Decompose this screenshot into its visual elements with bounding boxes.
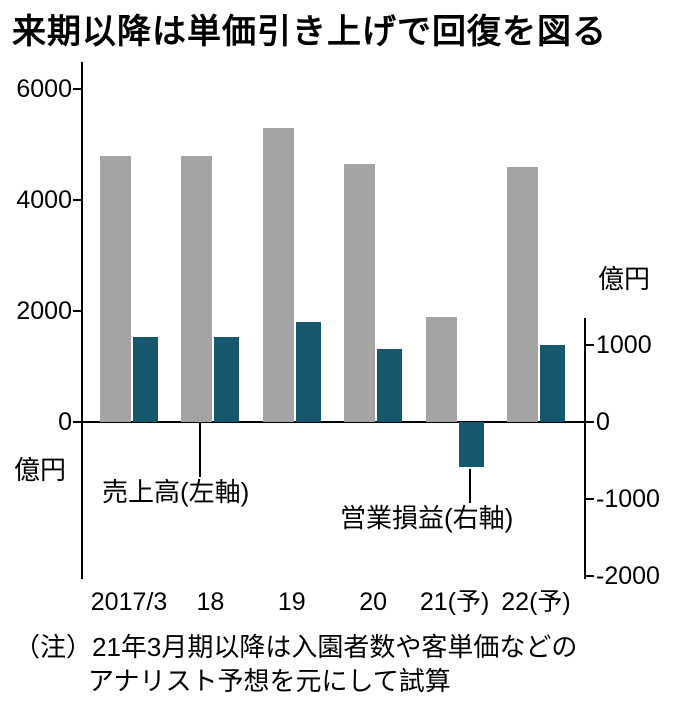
right-axis-unit-label: 億円	[598, 264, 651, 294]
right-axis-tick-label--1000: -1000	[596, 485, 660, 513]
bar-sales-2017/3	[100, 155, 131, 422]
footnote-line2: アナリスト予想を元にして試算	[88, 666, 451, 696]
sales-callout-line	[199, 423, 201, 477]
category-label-20: 20	[359, 588, 388, 616]
bar-sales-20	[344, 163, 376, 422]
category-label-18: 18	[196, 588, 225, 616]
right-axis-tick-label--2000: -2000	[596, 562, 660, 590]
category-label-21(予): 21(予)	[419, 588, 490, 616]
left-axis-tick-label-0: 0	[58, 408, 72, 436]
left-axis-tick-2000	[73, 310, 82, 312]
right-axis-tick-0	[585, 421, 594, 423]
bar-sales-22(予)	[507, 166, 538, 422]
right-axis-tick-1000	[585, 344, 594, 346]
bar-profit-2017/3	[133, 337, 158, 422]
bar-sales-18	[181, 155, 213, 422]
bar-profit-22(予)	[540, 345, 565, 422]
right-axis-tick-label-0: 0	[596, 408, 610, 436]
footnote: （注）21年3月期以降は入園者数や客単価などの アナリスト予想を元にして試算	[14, 630, 577, 698]
left-axis-tick-label-2000: 2000	[16, 297, 72, 325]
bar-sales-19	[262, 127, 294, 422]
footnote-line1: （注）21年3月期以降は入園者数や客単価などの	[14, 632, 578, 662]
bar-profit-18	[214, 337, 240, 422]
bar-profit-20	[377, 348, 403, 422]
category-label-19: 19	[277, 588, 306, 616]
right-axis-tick--2000	[585, 575, 594, 577]
left-axis-line	[81, 62, 83, 579]
sales-series-label: 売上高(左軸)	[102, 477, 250, 507]
right-axis-tick-label-1000: 1000	[596, 331, 652, 359]
category-label-2017/3: 2017/3	[90, 588, 168, 616]
bar-profit-21(予)	[458, 422, 484, 467]
left-axis-tick-label-6000: 6000	[16, 75, 72, 103]
profit-series-label: 営業損益(右軸)	[340, 503, 514, 533]
left-axis-tick-0	[73, 421, 82, 423]
profit-callout-line	[469, 469, 471, 503]
left-axis-tick-4000	[73, 199, 82, 201]
category-label-22(予): 22(予)	[501, 588, 571, 616]
bar-sales-21(予)	[425, 316, 457, 422]
left-axis-tick-6000	[73, 88, 82, 90]
right-axis-tick--1000	[585, 498, 594, 500]
chart-title: 来期以降は単価引き上げで回復を図る	[12, 13, 607, 51]
zero-baseline	[81, 421, 586, 423]
right-axis-line	[584, 318, 586, 579]
left-axis-unit-label: 億円	[14, 455, 67, 485]
bar-profit-19	[295, 321, 321, 422]
left-axis-tick-label-4000: 4000	[16, 186, 72, 214]
